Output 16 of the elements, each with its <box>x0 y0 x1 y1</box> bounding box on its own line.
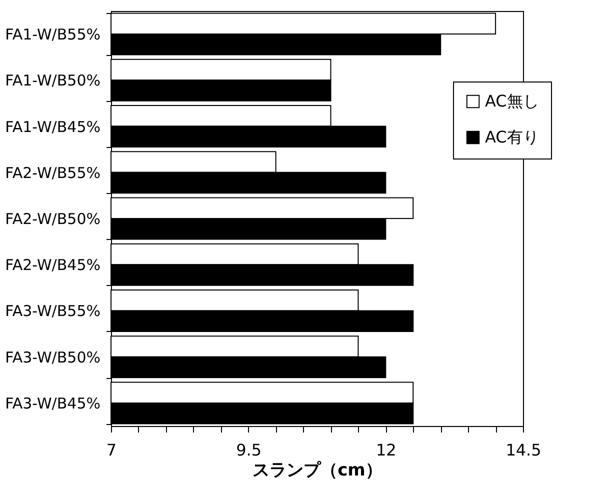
y-tick-label: FA2-W/B50% <box>5 210 100 228</box>
y-tick-label: FA2-W/B55% <box>5 164 100 182</box>
x-tick-label: 12 <box>376 440 396 460</box>
x-tick-label: 7 <box>106 440 117 460</box>
x-axis-title: スランプ（cm） <box>252 460 382 480</box>
x-tick-label: 9.5 <box>236 440 262 460</box>
y-tick-label: FA1-W/B45% <box>5 118 100 136</box>
legend-label: AC有り <box>485 128 539 147</box>
y-tick-label: FA3-W/B45% <box>5 394 100 412</box>
x-tick-label: 14.5 <box>506 440 542 460</box>
y-tick-label: FA1-W/B55% <box>5 26 100 44</box>
y-tick-label: FA1-W/B50% <box>5 72 100 90</box>
y-tick-label: FA2-W/B45% <box>5 256 100 274</box>
y-tick-label: FA3-W/B55% <box>5 302 100 320</box>
y-tick-label: FA3-W/B50% <box>5 348 100 366</box>
legend-label: AC無し <box>485 92 539 111</box>
